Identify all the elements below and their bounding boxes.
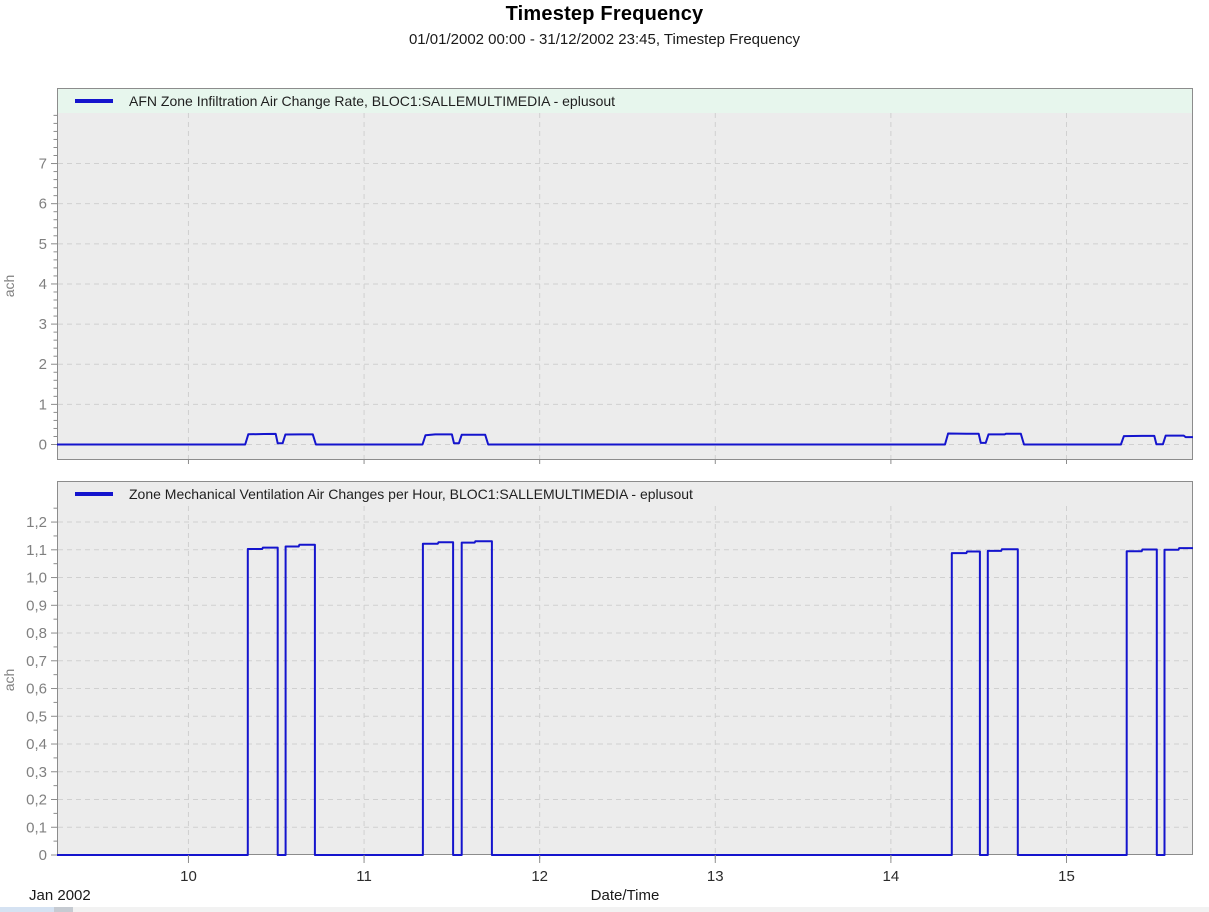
- legend-line-swatch: [75, 99, 113, 103]
- y-tick-label: 0,7: [26, 653, 47, 670]
- y-tick-label: 0,2: [26, 792, 47, 809]
- x-tick-label: 10: [180, 868, 197, 885]
- y-tick-label: 0,8: [26, 625, 47, 642]
- legend-label: Zone Mechanical Ventilation Air Changes …: [129, 486, 693, 502]
- y-tick-label: 3: [39, 316, 47, 333]
- scrollbar-track[interactable]: [0, 907, 54, 912]
- y-axis-title: ach: [1, 275, 17, 298]
- y-tick-label: 1,2: [26, 514, 47, 531]
- x-tick-label: 14: [883, 868, 900, 885]
- series-line: [57, 432, 1193, 446]
- y-tick-label: 1: [39, 396, 47, 413]
- y-tick-label: 7: [39, 156, 47, 173]
- y-tick-label: 0: [39, 437, 47, 454]
- legend-infiltration: AFN Zone Infiltration Air Change Rate, B…: [58, 89, 1192, 113]
- y-tick-label: 6: [39, 196, 47, 213]
- y-tick-label: 1,0: [26, 570, 47, 587]
- y-axis-title: ach: [1, 669, 17, 692]
- y-tick-label: 2: [39, 356, 47, 373]
- legend-label: AFN Zone Infiltration Air Change Rate, B…: [129, 93, 616, 109]
- y-tick-label: 4: [39, 276, 47, 293]
- scrollbar-thumb[interactable]: [54, 907, 73, 912]
- page-title: Timestep Frequency: [505, 3, 704, 25]
- x-axis-title: Date/Time: [590, 887, 660, 904]
- y-tick-label: 5: [39, 236, 47, 253]
- y-tick-label: 0,5: [26, 708, 47, 725]
- y-tick-label: 0,9: [26, 597, 47, 614]
- plot-background: [57, 481, 1193, 855]
- x-axis-month-label: Jan 2002: [29, 887, 91, 904]
- x-tick-label: 12: [531, 868, 548, 885]
- x-axis: 10 11 12 13 14 15: [180, 855, 1075, 885]
- page-subtitle: 01/01/2002 00:00 - 31/12/2002 23:45, Tim…: [408, 31, 801, 48]
- plot-background: [57, 88, 1193, 460]
- y-tick-label: 0,3: [26, 764, 47, 781]
- x-tick-label: 15: [1058, 868, 1075, 885]
- y-tick-label: 1,1: [26, 542, 47, 559]
- series-line: [57, 540, 1193, 856]
- horizontal-scrollbar[interactable]: [0, 907, 1209, 912]
- y-tick-label: 0,6: [26, 681, 47, 698]
- ventilation-chart-plot: 0 0,1 0,2 0,3 0,4 0,5 0,6 0,7 0,8 0,9 1,0 1,1 1,2 ach: [1, 481, 1193, 861]
- legend-ventilation: Zone Mechanical Ventilation Air Changes …: [58, 482, 1192, 506]
- legend-line-swatch: [75, 492, 113, 496]
- x-tick-label: 13: [707, 868, 724, 885]
- y-tick-label: 0,1: [26, 819, 47, 836]
- infiltration-chart-plot: 0 1 2 3 4 5 6 7 ach: [1, 88, 1193, 464]
- y-tick-label: 0: [39, 847, 47, 861]
- x-tick-label: 11: [356, 868, 372, 885]
- y-tick-label: 0,4: [26, 736, 47, 753]
